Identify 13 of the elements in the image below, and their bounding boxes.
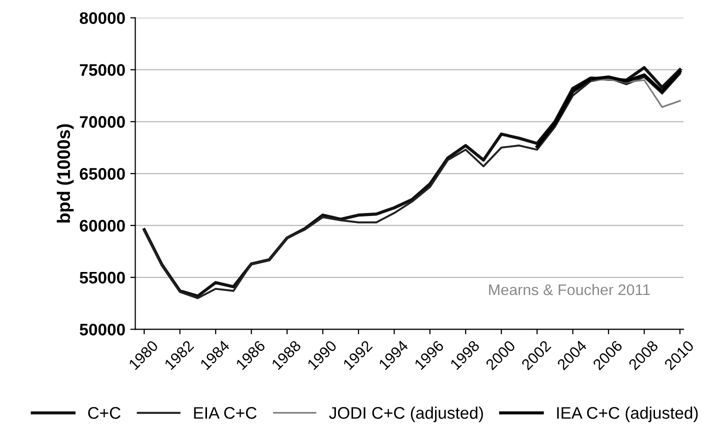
y-axis-title: bpd (1000s) <box>56 124 74 223</box>
legend-label: EIA C+C <box>194 407 257 419</box>
y-tick-label: 80000 <box>80 12 125 24</box>
y-tick-label: 60000 <box>80 220 125 232</box>
legend-label: JODI C+C (adjusted) <box>329 406 483 422</box>
legend-label: IEA C+C (adjusted) <box>557 406 698 422</box>
annotation: Mearns & Foucher 2011 <box>489 284 650 296</box>
y-tick-label: 75000 <box>80 64 125 76</box>
y-tick-label: 65000 <box>80 168 125 180</box>
y-tick-label: 70000 <box>80 116 125 128</box>
legend-label: C+C <box>88 407 120 419</box>
y-tick-label: 50000 <box>80 324 125 336</box>
y-tick-label: 55000 <box>80 272 125 284</box>
